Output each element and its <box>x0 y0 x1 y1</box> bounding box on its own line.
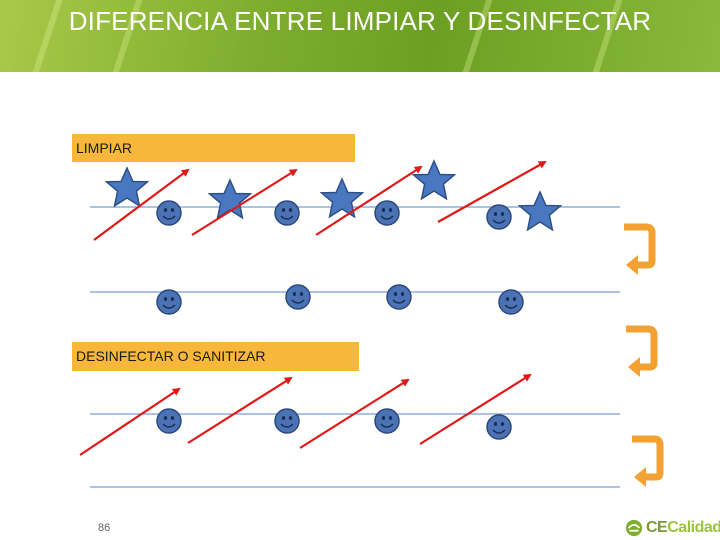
smiley-icon <box>374 200 400 226</box>
curved-arrow-icon <box>626 329 654 377</box>
smiley-icon <box>156 408 182 434</box>
red-arrow-icon <box>191 168 298 236</box>
cecalidad-logo: CECalidad <box>625 518 720 538</box>
logo-text-calidad: Calidad <box>667 519 720 536</box>
smiley-icon <box>386 284 412 310</box>
star-icon <box>320 178 364 218</box>
curved-arrow-icon <box>632 439 660 487</box>
red-arrow-icon <box>93 168 190 241</box>
curved-arrow-icon <box>624 227 652 275</box>
logo-icon <box>625 519 643 537</box>
red-arrow-icon <box>315 165 423 236</box>
logo-text-ce: CE <box>646 519 668 536</box>
slide-title: DIFERENCIA ENTRE LIMPIAR Y DESINFECTAR <box>68 6 652 36</box>
smiley-icon <box>486 414 512 440</box>
logo-text: CECalidad <box>646 519 720 537</box>
red-arrow-icon <box>79 387 181 456</box>
label-limpiar: LIMPIAR <box>72 134 355 162</box>
smiley-icon <box>285 284 311 310</box>
smiley-icon <box>156 200 182 226</box>
smiley-icon <box>486 204 512 230</box>
red-arrow-icon <box>299 378 410 449</box>
smiley-icon <box>498 289 524 315</box>
star-icon <box>105 167 149 207</box>
red-arrow-icon <box>437 161 547 223</box>
smiley-icon <box>274 200 300 226</box>
star-icon <box>518 191 562 231</box>
header-banner: DIFERENCIA ENTRE LIMPIAR Y DESINFECTAR <box>0 0 720 72</box>
label-desinfectar: DESINFECTAR O SANITIZAR <box>72 342 359 371</box>
smiley-icon <box>274 408 300 434</box>
smiley-icon <box>374 408 400 434</box>
page-number: 86 <box>98 522 111 534</box>
red-arrow-icon <box>419 373 532 445</box>
red-arrow-icon <box>187 376 293 444</box>
smiley-icon <box>156 289 182 315</box>
